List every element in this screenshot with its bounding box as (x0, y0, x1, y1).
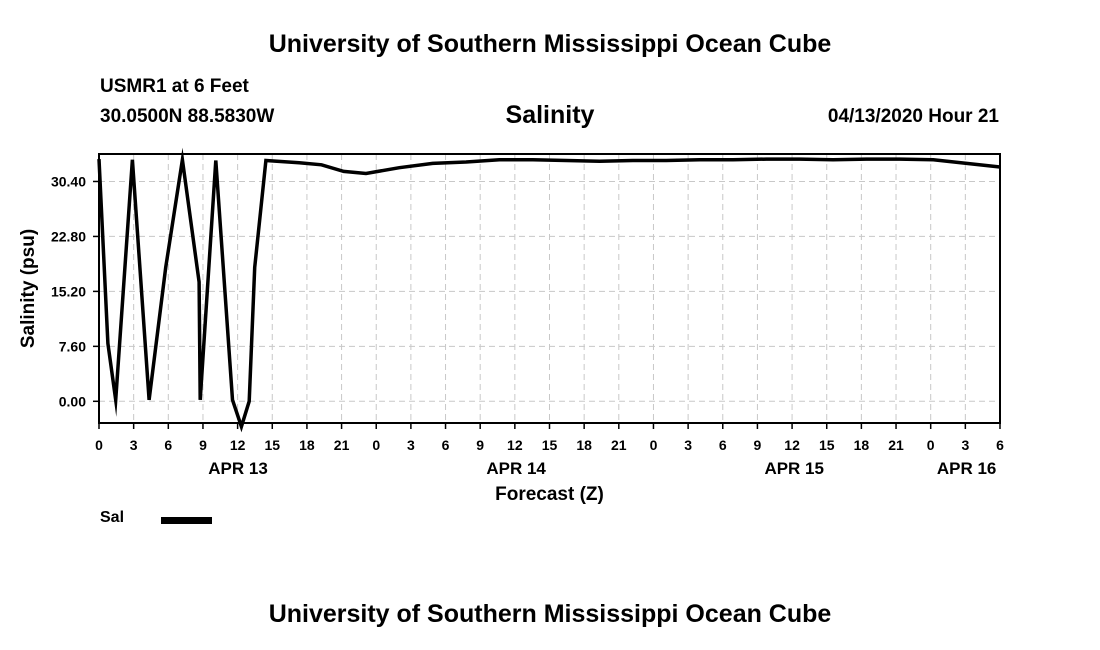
x-tick-label: 0 (95, 437, 103, 453)
y-tick-label: 7.60 (59, 338, 86, 354)
x-tick-label: 0 (650, 437, 658, 453)
legend-swatch (161, 517, 212, 524)
x-tick-label: 6 (442, 437, 450, 453)
x-tick-label: 3 (961, 437, 969, 453)
forecast-datetime: 04/13/2020 Hour 21 (827, 106, 999, 127)
x-tick-label: 6 (164, 437, 172, 453)
x-tick-label: 18 (576, 437, 592, 453)
y-tick-label: 30.40 (51, 173, 86, 189)
x-tick-label: 6 (719, 437, 727, 453)
x-tick-label: 15 (819, 437, 835, 453)
series-line-sal (97, 147, 1001, 433)
x-day-label: APR 14 (486, 459, 546, 478)
station-coordinates: 30.0500N 88.5830W (100, 106, 275, 127)
x-tick-label: 12 (784, 437, 800, 453)
y-tick-label: 15.20 (51, 283, 86, 299)
top-title: University of Southern Mississippi Ocean… (268, 30, 832, 58)
x-tick-label: 21 (888, 437, 904, 453)
y-axis-title: Salinity (psu) (18, 229, 39, 348)
x-tick-label: 21 (611, 437, 627, 453)
x-tick-label: 9 (199, 437, 207, 453)
bottom-title: University of Southern Mississippi Ocean… (268, 600, 832, 628)
x-tick-label: 3 (130, 437, 138, 453)
y-tick-label: 22.80 (51, 228, 86, 244)
x-day-label: APR 15 (764, 459, 824, 478)
legend-label: Sal (100, 509, 125, 526)
x-day-label: APR 13 (208, 459, 268, 478)
x-tick-label: 15 (264, 437, 280, 453)
x-tick-label: 6 (996, 437, 1004, 453)
x-tick-label: 21 (334, 437, 350, 453)
x-tick-label: 15 (542, 437, 558, 453)
x-tick-label: 3 (407, 437, 415, 453)
x-tick-label: 0 (927, 437, 935, 453)
x-tick-label: 12 (507, 437, 523, 453)
x-day-label: APR 16 (937, 459, 997, 478)
x-tick-label: 9 (476, 437, 484, 453)
y-tick-label: 0.00 (59, 393, 86, 409)
x-tick-label: 0 (372, 437, 380, 453)
x-tick-label: 9 (754, 437, 762, 453)
x-tick-label: 3 (684, 437, 692, 453)
chart-title: Salinity (505, 101, 595, 129)
x-axis-title: Forecast (Z) (495, 484, 604, 505)
station-name: USMR1 at 6 Feet (100, 76, 249, 97)
x-tick-label: 12 (230, 437, 246, 453)
x-tick-label: 18 (854, 437, 870, 453)
x-tick-label: 18 (299, 437, 315, 453)
